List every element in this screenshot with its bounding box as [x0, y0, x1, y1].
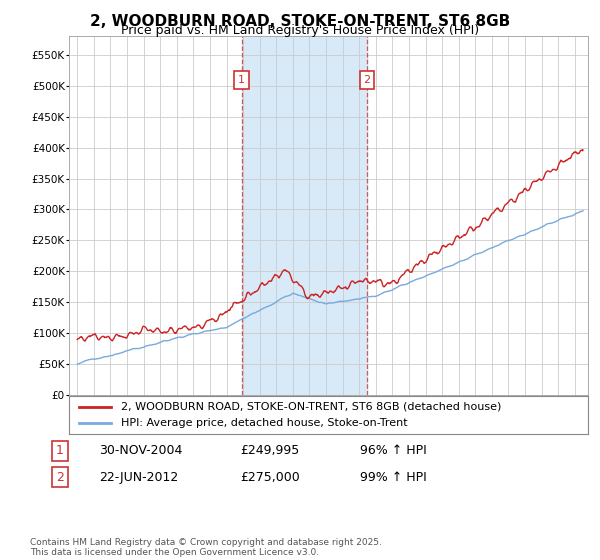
Text: 2: 2 — [56, 470, 64, 484]
Text: 2, WOODBURN ROAD, STOKE-ON-TRENT, ST6 8GB: 2, WOODBURN ROAD, STOKE-ON-TRENT, ST6 8G… — [90, 14, 510, 29]
Text: 30-NOV-2004: 30-NOV-2004 — [99, 444, 182, 458]
Text: £249,995: £249,995 — [240, 444, 299, 458]
Text: 1: 1 — [238, 74, 245, 85]
Text: 22-JUN-2012: 22-JUN-2012 — [99, 470, 178, 484]
Text: £275,000: £275,000 — [240, 470, 300, 484]
Text: Price paid vs. HM Land Registry's House Price Index (HPI): Price paid vs. HM Land Registry's House … — [121, 24, 479, 37]
Text: HPI: Average price, detached house, Stoke-on-Trent: HPI: Average price, detached house, Stok… — [121, 418, 407, 428]
Text: 96% ↑ HPI: 96% ↑ HPI — [360, 444, 427, 458]
Bar — [242, 36, 367, 395]
Text: 1: 1 — [56, 444, 64, 458]
Text: 2: 2 — [364, 74, 371, 85]
Text: 2, WOODBURN ROAD, STOKE-ON-TRENT, ST6 8GB (detached house): 2, WOODBURN ROAD, STOKE-ON-TRENT, ST6 8G… — [121, 402, 501, 412]
Text: 99% ↑ HPI: 99% ↑ HPI — [360, 470, 427, 484]
Text: Contains HM Land Registry data © Crown copyright and database right 2025.
This d: Contains HM Land Registry data © Crown c… — [30, 538, 382, 557]
